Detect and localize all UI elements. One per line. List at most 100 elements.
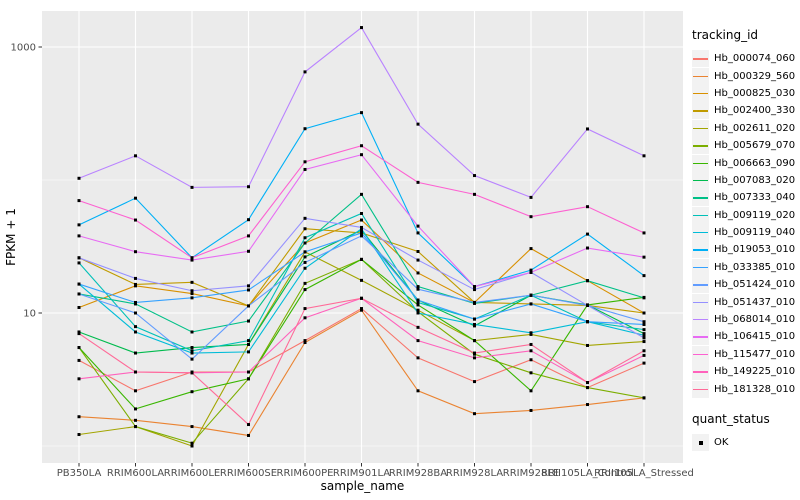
data-point xyxy=(416,180,420,184)
data-point xyxy=(134,276,137,280)
data-point xyxy=(77,261,81,265)
data-point xyxy=(642,231,646,235)
legend-item-Hb_051437_010: Hb_051437_010 xyxy=(692,293,798,311)
legend-key-line-icon xyxy=(692,293,709,311)
data-point xyxy=(529,247,533,251)
legend-item-Hb_002611_020: Hb_002611_020 xyxy=(692,119,798,137)
legend: tracking_id Hb_000074_060 Hb_000329_560 Hb… xyxy=(692,28,798,451)
data-point xyxy=(416,389,420,393)
data-point xyxy=(416,285,420,289)
data-point xyxy=(416,224,420,228)
data-point xyxy=(247,284,250,288)
legend-key-line-icon xyxy=(692,258,709,276)
data-point xyxy=(134,389,137,393)
legend-item-label: Hb_115477_010 xyxy=(714,348,796,360)
series-color-swatch xyxy=(693,319,708,321)
series-color-swatch xyxy=(693,197,708,199)
legend-item-quant-ok: OK xyxy=(692,434,798,451)
data-point xyxy=(303,241,307,245)
legend-key-line-icon xyxy=(692,276,709,294)
data-point xyxy=(416,303,420,307)
x-tick-label: RRIM928BA xyxy=(389,468,447,479)
legend-item-Hb_000074_060: Hb_000074_060 xyxy=(692,50,798,68)
series-color-swatch xyxy=(693,336,708,338)
data-point xyxy=(77,330,81,334)
data-point xyxy=(529,389,533,393)
data-point xyxy=(247,377,250,381)
data-point xyxy=(586,205,589,209)
data-point xyxy=(134,370,137,374)
data-point xyxy=(247,304,250,308)
data-point xyxy=(190,258,194,262)
legend-title-quant-status: quant_status xyxy=(692,411,770,426)
legend-item-Hb_009119_020: Hb_009119_020 xyxy=(692,206,798,224)
legend-key-line-icon xyxy=(692,189,709,207)
legend-item-label: Hb_006663_090 xyxy=(714,157,796,169)
data-point xyxy=(247,342,250,346)
data-point xyxy=(586,381,589,385)
legend-key-line-icon xyxy=(692,224,709,242)
data-point xyxy=(247,423,250,427)
data-point xyxy=(77,433,81,437)
data-point xyxy=(134,351,137,355)
data-point xyxy=(360,278,363,282)
data-point xyxy=(360,234,363,238)
data-point xyxy=(303,266,307,270)
legend-item-label: Hb_007083_020 xyxy=(714,174,796,186)
data-point xyxy=(303,316,307,320)
data-point xyxy=(247,288,250,292)
data-point xyxy=(529,371,533,375)
data-point xyxy=(77,256,81,260)
data-point xyxy=(360,231,363,235)
data-point xyxy=(77,377,81,381)
data-point xyxy=(473,412,476,416)
series-color-swatch xyxy=(693,127,708,130)
legend-item-label: Hb_000329_560 xyxy=(714,70,796,82)
data-point xyxy=(642,255,646,259)
data-point xyxy=(529,358,533,362)
data-point xyxy=(303,250,307,254)
legend-item-Hb_068014_010: Hb_068014_010 xyxy=(692,311,798,329)
black-square-icon xyxy=(692,434,709,451)
data-point xyxy=(360,144,363,148)
data-point xyxy=(134,218,137,222)
data-point xyxy=(473,288,476,292)
data-point xyxy=(473,317,476,321)
legend-key-line-icon xyxy=(692,380,709,398)
data-point xyxy=(642,349,646,353)
x-axis-title: sample_name xyxy=(321,479,405,493)
data-point xyxy=(303,216,307,220)
data-point xyxy=(134,407,137,411)
series-color-swatch xyxy=(693,58,708,60)
series-color-swatch xyxy=(693,214,708,217)
data-point xyxy=(416,122,420,126)
legend-item-Hb_002400_330: Hb_002400_330 xyxy=(692,102,798,120)
legend-key-line-icon xyxy=(692,363,709,381)
legend-item-Hb_051424_010: Hb_051424_010 xyxy=(692,276,798,294)
legend-item-Hb_000825_030: Hb_000825_030 xyxy=(692,84,798,102)
series-color-swatch xyxy=(693,232,708,234)
series-color-swatch xyxy=(693,353,708,356)
data-point xyxy=(247,218,250,222)
legend-item-Hb_033385_010: Hb_033385_010 xyxy=(692,258,798,276)
data-point xyxy=(303,281,307,285)
data-point xyxy=(529,342,533,346)
data-point xyxy=(642,340,646,344)
data-point xyxy=(303,236,307,240)
data-point xyxy=(416,311,420,315)
data-point xyxy=(303,255,307,259)
legend-key-line-icon xyxy=(692,119,709,137)
data-point xyxy=(642,332,646,336)
data-point xyxy=(586,386,589,390)
legend-item-label: Hb_051424_010 xyxy=(714,279,796,291)
data-point xyxy=(642,322,646,326)
legend-item-label: Hb_019053_010 xyxy=(714,244,796,256)
data-point xyxy=(529,270,533,274)
legend-key-line-icon xyxy=(692,206,709,224)
y-tick-label: 1000 xyxy=(11,43,36,54)
data-point xyxy=(586,127,589,131)
data-point xyxy=(416,325,420,329)
data-point xyxy=(642,320,646,324)
data-point xyxy=(586,320,589,324)
